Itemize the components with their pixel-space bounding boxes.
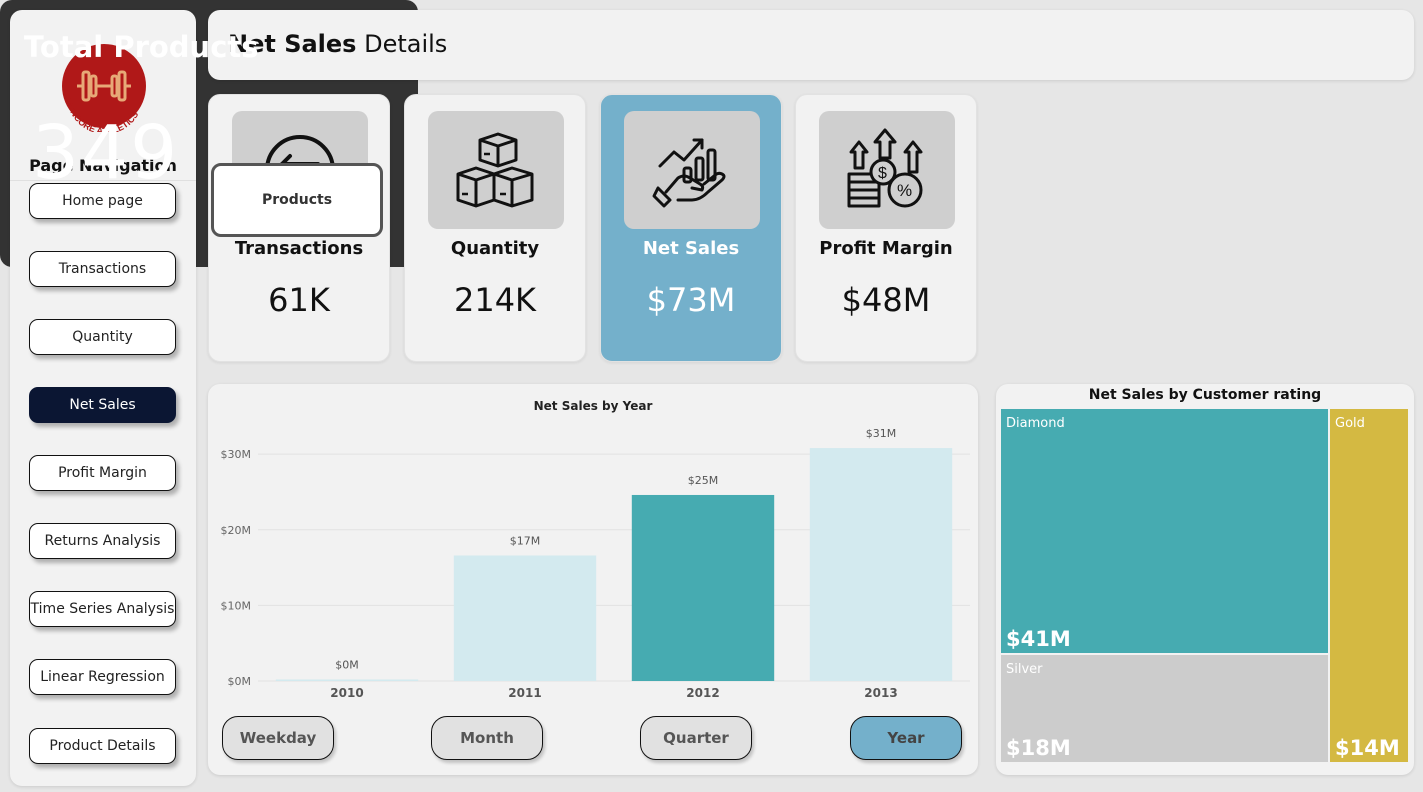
tile-label: Gold [1335,416,1365,431]
products-button[interactable]: Products [211,163,383,237]
svg-text:$: $ [878,165,887,182]
net-sales-by-customer-rating-chart: Net Sales by Customer rating Diamond $41… [996,384,1414,775]
data-label: $31M [866,427,897,440]
total-products-title: Total Products [24,30,259,64]
nav-product-details-button[interactable]: Product Details [29,728,176,764]
sales-growth-hand-icon [624,111,760,229]
divider [10,180,196,181]
ironcore-athletics-logo: IRONCORE ATHLETICS [62,44,146,132]
boxes-icon [428,111,564,229]
x-tick-label: 2010 [330,686,363,700]
x-tick-label: 2013 [864,686,897,700]
data-label: $0M [335,658,359,671]
weekday-button[interactable]: Weekday [222,716,334,760]
nav-net-sales-button[interactable]: Net Sales [29,387,176,423]
kpi-card-net-sales[interactable]: Net Sales $73M [600,94,782,362]
nav-returns-analysis-button[interactable]: Returns Analysis [29,523,176,559]
chart-title: Net Sales by Year [533,399,653,413]
tile-label: Diamond [1006,416,1065,431]
tile-value: $18M [1006,736,1071,760]
quarter-button[interactable]: Quarter [640,716,752,760]
y-tick-label: $0M [228,675,252,688]
tile-label: Silver [1006,662,1043,677]
nav-transactions-button[interactable]: Transactions [29,251,176,287]
x-tick-label: 2012 [686,686,719,700]
kpi-value: 214K [453,281,537,319]
net-sales-by-year-chart: $0M $10M $20M $30M $0M 2010 $17M 2011 $25M 2012 $3… [208,384,978,775]
profit-coins-icon: $ % [819,111,955,229]
kpi-label: Profit Margin [819,238,953,259]
tile-value: $14M [1335,736,1400,760]
data-label: $17M [510,534,541,547]
page-title: Net Sales Details [228,30,448,58]
svg-text:%: % [897,181,912,200]
page-header: Net Sales Details [208,10,1414,80]
bar[interactable] [809,448,953,681]
kpi-value: 61K [268,281,330,319]
nav-quantity-button[interactable]: Quantity [29,319,176,355]
data-label: $25M [688,474,719,487]
month-button[interactable]: Month [431,716,543,760]
treemap-tile-gold[interactable]: Gold $14M [1330,409,1408,762]
kpi-label: Quantity [450,238,540,259]
total-products-value: 349 [32,110,180,196]
nav-home-page-button[interactable]: Home page [29,183,176,219]
nav-linear-regression-button[interactable]: Linear Regression [29,659,176,695]
kpi-label: Transactions [234,238,364,259]
nav-time-series-analysis-button[interactable]: Time Series Analysis [29,591,176,627]
y-tick-label: $30M [221,448,252,461]
bar-chart-svg: $0M $10M $20M $30M $0M 2010 $17M 2011 $25M 2012 $3… [221,427,970,700]
y-tick-label: $20M [221,524,252,537]
x-tick-label: 2011 [508,686,541,700]
kpi-label: Net Sales [642,238,740,259]
sidebar: IRONCORE ATHLETICS Page Navigation Home … [10,10,196,786]
bar[interactable] [453,555,597,681]
nav-profit-margin-button[interactable]: Profit Margin [29,455,176,491]
chart-title: Net Sales by Customer rating [1088,387,1322,403]
year-button[interactable]: Year [850,716,962,760]
kpi-card-quantity[interactable]: Quantity 214K [404,94,586,362]
kpi-card-profit-margin[interactable]: $ % Profit Margin $48M [795,94,977,362]
bar[interactable] [631,494,775,681]
treemap-tile-diamond[interactable]: Diamond $41M [1001,409,1328,653]
tile-value: $41M [1006,627,1071,651]
treemap-tile-silver[interactable]: Silver $18M [1001,655,1328,762]
kpi-value: $73M [646,281,736,319]
page-navigation-title: Page Navigation [29,156,177,175]
bar[interactable] [275,679,419,681]
y-tick-label: $10M [221,599,252,612]
kpi-value: $48M [841,281,931,319]
